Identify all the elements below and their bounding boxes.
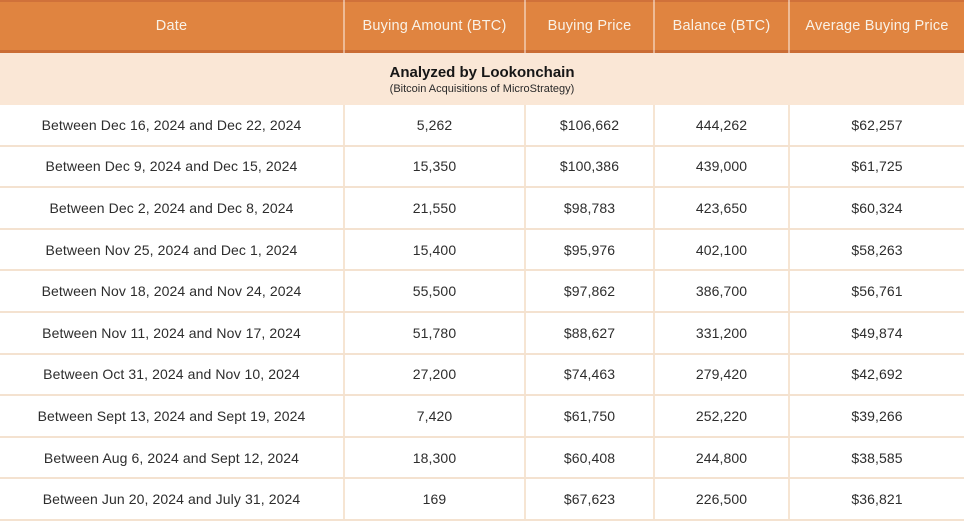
- cell-buying-price: $97,862: [524, 271, 653, 311]
- cell-buying-price: $88,627: [524, 312, 653, 353]
- cell-balance: 226,500: [653, 479, 788, 519]
- cell-balance: 423,650: [653, 188, 788, 228]
- cell-date: Between Nov 25, 2024 and Dec 1, 2024: [45, 241, 298, 258]
- table-row: Between Aug 6, 2024 and Sept 12, 2024 18,…: [0, 437, 964, 480]
- cell-date: Between Dec 2, 2024 and Dec 8, 2024: [49, 199, 294, 216]
- cell-balance: 386,700: [653, 271, 788, 311]
- table-row: Between Dec 2, 2024 and Dec 8, 2024 21,55…: [0, 188, 964, 230]
- table-row: Between Nov 11, 2024 and Nov 17, 2024 51,…: [0, 312, 964, 355]
- cell-buying-price: $74,463: [524, 354, 653, 395]
- cell-buying-amount: 7,420: [343, 396, 524, 436]
- cell-buying-price: $61,750: [524, 396, 653, 436]
- table-row: Between Dec 16, 2024 and Dec 22, 2024 5,2…: [0, 105, 964, 147]
- cell-average-buying-price: $49,874: [788, 312, 964, 353]
- caption-title: Analyzed by Lookonchain: [389, 63, 575, 81]
- table-caption: Analyzed by Lookonchain (Bitcoin Acquisi…: [0, 53, 964, 105]
- cell-buying-price: $95,976: [524, 229, 653, 270]
- cell-average-buying-price: $60,324: [788, 188, 964, 228]
- column-header-buying-price: Buying Price: [524, 0, 653, 53]
- cell-balance: 331,200: [653, 312, 788, 353]
- cell-buying-amount: 15,350: [343, 146, 524, 187]
- cell-buying-amount: 21,550: [343, 188, 524, 228]
- column-header-buying-amount: Buying Amount (BTC): [343, 0, 524, 53]
- cell-date: Between Nov 18, 2024 and Nov 24, 2024: [41, 283, 302, 300]
- cell-balance: 444,262: [653, 105, 788, 145]
- cell-buying-amount: 5,262: [343, 105, 524, 145]
- cell-balance: 439,000: [653, 146, 788, 187]
- column-header-average-buying-price: Average Buying Price: [788, 0, 964, 53]
- table-row: Between Oct 31, 2024 and Nov 10, 2024 27,…: [0, 354, 964, 397]
- cell-buying-amount: 55,500: [343, 271, 524, 311]
- table-row: Between Jun 20, 2024 and July 31, 2024 16…: [0, 479, 964, 521]
- cell-buying-price: $100,386: [524, 146, 653, 187]
- cell-average-buying-price: $36,821: [788, 479, 964, 519]
- cell-balance: 279,420: [653, 354, 788, 395]
- cell-date: Between Oct 31, 2024 and Nov 10, 2024: [43, 366, 300, 383]
- cell-average-buying-price: $42,692: [788, 354, 964, 395]
- cell-buying-price: $67,623: [524, 479, 653, 519]
- cell-average-buying-price: $62,257: [788, 105, 964, 145]
- cell-average-buying-price: $56,761: [788, 271, 964, 311]
- cell-average-buying-price: $39,266: [788, 396, 964, 436]
- cell-date: Between Sept 13, 2024 and Sept 19, 2024: [37, 407, 306, 424]
- table-row: Between Sept 13, 2024 and Sept 19, 2024 7…: [0, 396, 964, 438]
- cell-average-buying-price: $58,263: [788, 229, 964, 270]
- cell-buying-price: $106,662: [524, 105, 653, 145]
- table-row: Between Nov 25, 2024 and Dec 1, 2024 15,4…: [0, 229, 964, 272]
- cell-buying-amount: 169: [343, 479, 524, 519]
- column-header-balance: Balance (BTC): [653, 0, 788, 53]
- cell-date: Between Dec 16, 2024 and Dec 22, 2024: [41, 116, 302, 133]
- cell-date: Between Jun 20, 2024 and July 31, 2024: [42, 491, 301, 508]
- cell-buying-price: $98,783: [524, 188, 653, 228]
- table-row: Between Nov 18, 2024 and Nov 24, 2024 55,…: [0, 271, 964, 313]
- cell-date: Between Dec 9, 2024 and Dec 15, 2024: [45, 158, 298, 175]
- cell-date: Between Aug 6, 2024 and Sept 12, 2024: [43, 449, 300, 466]
- table-row: Between Dec 9, 2024 and Dec 15, 2024 15,3…: [0, 146, 964, 189]
- cell-balance: 252,220: [653, 396, 788, 436]
- cell-buying-price: $60,408: [524, 437, 653, 478]
- cell-average-buying-price: $38,585: [788, 437, 964, 478]
- cell-buying-amount: 18,300: [343, 437, 524, 478]
- cell-buying-amount: 51,780: [343, 312, 524, 353]
- cell-buying-amount: 15,400: [343, 229, 524, 270]
- cell-balance: 244,800: [653, 437, 788, 478]
- table-body: Between Dec 16, 2024 and Dec 22, 2024 5,2…: [0, 105, 964, 521]
- cell-buying-amount: 27,200: [343, 354, 524, 395]
- table-header-row: Date Buying Amount (BTC) Buying Price Ba…: [0, 0, 964, 53]
- cell-balance: 402,100: [653, 229, 788, 270]
- column-header-date: Date: [155, 17, 188, 34]
- cell-date: Between Nov 11, 2024 and Nov 17, 2024: [42, 324, 301, 341]
- cell-average-buying-price: $61,725: [788, 146, 964, 187]
- caption-subtitle: (Bitcoin Acquisitions of MicroStrategy): [389, 82, 575, 95]
